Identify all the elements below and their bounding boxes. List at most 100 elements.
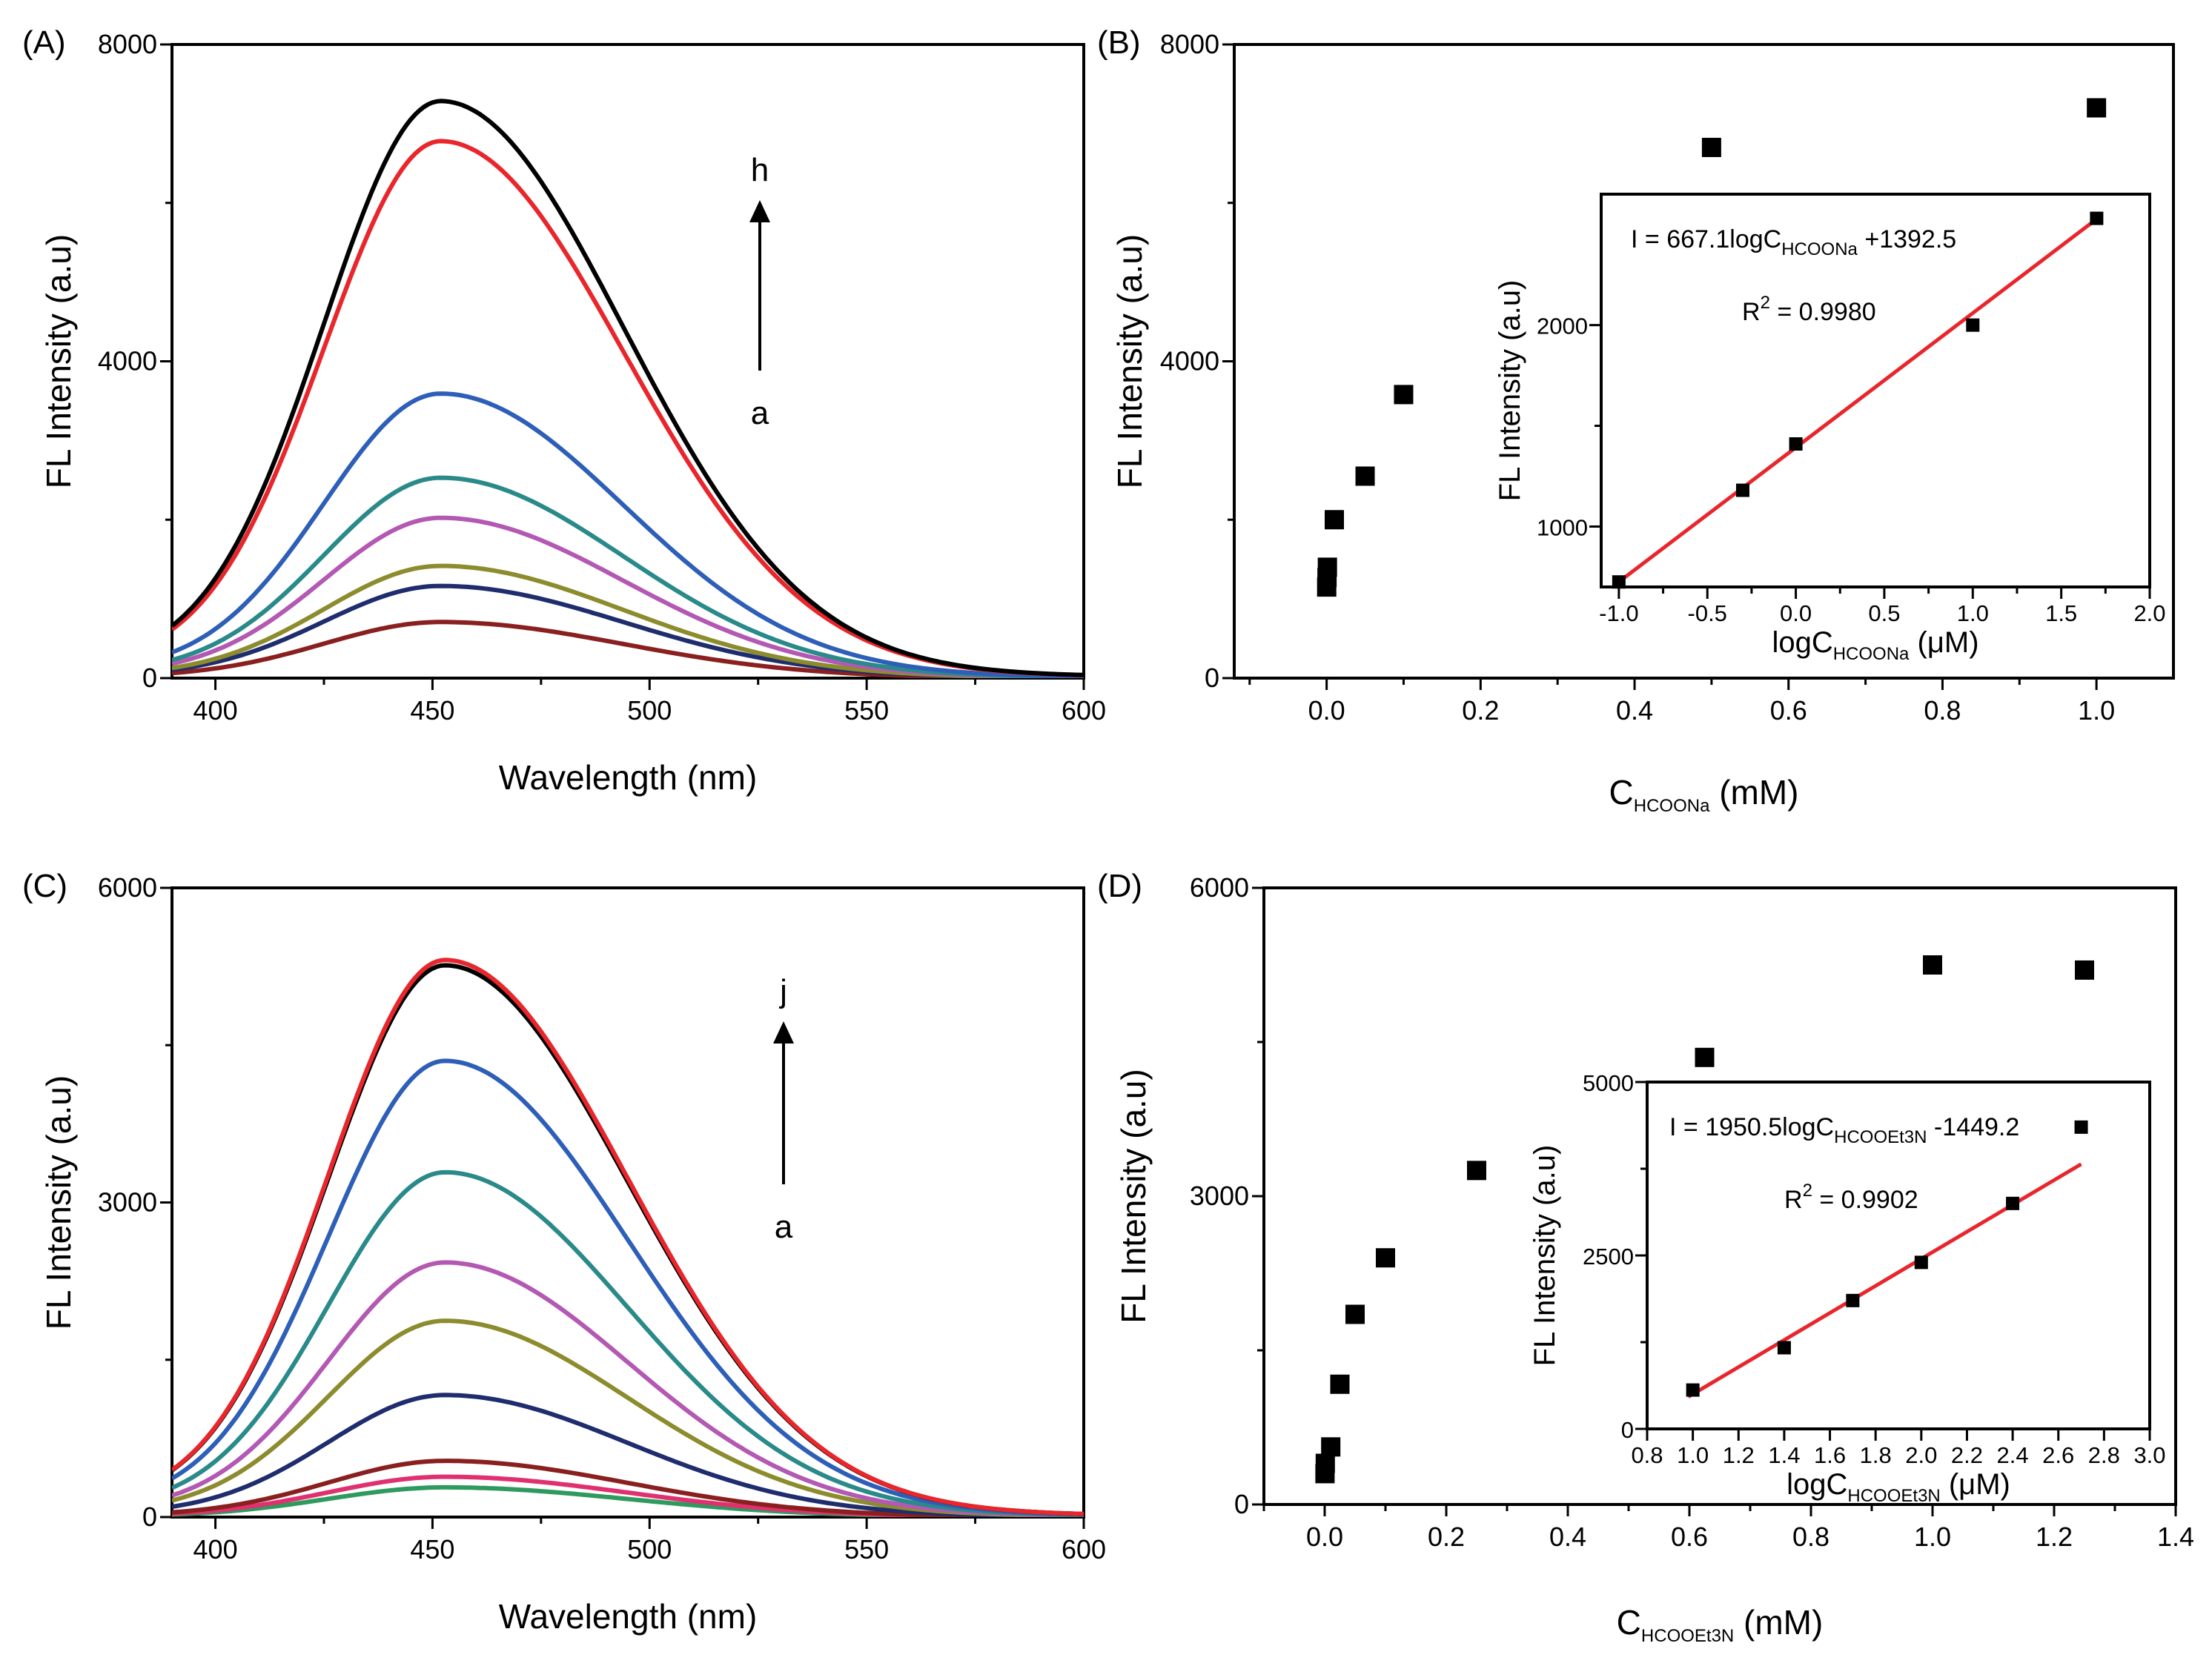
- inset-D-ytick-label: 0: [1621, 1417, 1634, 1443]
- inset-D-xtick-label: 2.6: [2042, 1442, 2074, 1468]
- r-squared-D-part: 2: [1803, 1181, 1812, 1201]
- inset-data-point: [2074, 1120, 2088, 1134]
- data-point: [1345, 1304, 1365, 1324]
- panel-D-xtick-label: 0.2: [1428, 1522, 1465, 1552]
- fit-equation-B-part: +1392.5: [1858, 225, 1956, 253]
- x-axis-label-B-part: C: [1609, 773, 1634, 812]
- inset-D-xtick-label: 2.0: [1905, 1442, 1937, 1468]
- panel-A-ytick-label: 4000: [98, 346, 157, 376]
- data-point: [1394, 385, 1414, 405]
- panel-C-xtick-label: 550: [844, 1534, 889, 1565]
- fit-equation-D-part: HCOOEt3N: [1834, 1127, 1927, 1147]
- curve-e: [172, 475, 1084, 678]
- inset-D-xtick-label: 1.2: [1723, 1442, 1755, 1468]
- x-axis-label-C: Wavelength (nm): [499, 1597, 758, 1636]
- inset-data-point: [1966, 318, 1980, 332]
- curve-h: [172, 99, 1084, 677]
- inset-data-point: [1789, 437, 1803, 451]
- inset-D-xtick-label: 2.2: [1951, 1442, 1983, 1468]
- r-squared-D-part: R: [1784, 1186, 1803, 1214]
- arrow-head-C: [773, 1021, 794, 1043]
- inset-data-point: [1735, 483, 1749, 497]
- panel-C-xtick-label: 600: [1062, 1534, 1106, 1565]
- data-point: [1467, 1161, 1486, 1181]
- curve-g: [172, 139, 1084, 678]
- panel-C-xtick-label: 400: [193, 1534, 238, 1565]
- r-squared-B-part: R: [1742, 298, 1761, 326]
- inset-D-xtick-label: 1.0: [1677, 1442, 1709, 1468]
- inset-data-point: [1686, 1383, 1700, 1397]
- panel-A-xtick-label: 450: [410, 695, 454, 726]
- inset-x-label-D-part: logC: [1787, 1468, 1847, 1501]
- inset-B-xtick-label: -1.0: [1599, 600, 1638, 626]
- panel-D-xtick-label: 1.0: [1914, 1522, 1951, 1552]
- inset-B-xtick-label: 1.0: [1957, 600, 1989, 626]
- panel-D-ytick-label: 0: [1234, 1489, 1249, 1519]
- fit-equation-B-part: I = 667.1logC: [1631, 225, 1781, 253]
- inset-frame-B: [1600, 193, 2151, 588]
- r-squared-D: R2 = 0.9902: [1784, 1181, 1918, 1214]
- r-squared-B-part: 2: [1761, 293, 1770, 313]
- data-point: [1376, 1248, 1395, 1268]
- fit-equation-D: I = 1950.5logCHCOOEt3N -1449.2: [1669, 1113, 2019, 1147]
- data-point: [1325, 510, 1345, 530]
- panel-D: 0.0 0.2 0.4 0.6 0.8 1.0 1.2 1.4030006000(D)CHCO…: [1097, 868, 2194, 1646]
- panel-D-ytick-label: 3000: [1190, 1181, 1249, 1211]
- r-squared-D-part: = 0.9902: [1812, 1186, 1918, 1214]
- x-axis-label-B: CHCOONa (mM): [1609, 773, 1799, 816]
- panel-A-ytick-label: 8000: [98, 29, 157, 59]
- panel-B-xtick-label: 1.0: [2078, 695, 2115, 726]
- data-point: [1330, 1374, 1350, 1394]
- panel-A-xtick-label: 600: [1062, 695, 1106, 726]
- inset-B-xtick-label: 1.5: [2045, 600, 2077, 626]
- inset-x-label-B-part: HCOONa: [1833, 644, 1910, 664]
- panel-B-ytick-label: 0: [1205, 663, 1219, 693]
- panel-B-ytick-label: 4000: [1160, 346, 1219, 376]
- panel-C-xtick-label: 450: [410, 1534, 454, 1565]
- arrow-top-label-A: h: [751, 152, 769, 188]
- inset-data-point: [1612, 575, 1626, 589]
- x-axis-label-D-part: C: [1617, 1603, 1641, 1642]
- panel-B-xtick-label: 0.6: [1770, 695, 1807, 726]
- inset-D-xtick-label: 2.4: [1997, 1442, 2029, 1468]
- inset-x-label-B-part: (μM): [1909, 626, 1978, 659]
- panel-C-xtick-label: 500: [627, 1534, 672, 1565]
- inset-D-xtick-label: 1.6: [1814, 1442, 1846, 1468]
- data-point: [2087, 98, 2107, 118]
- inset-x-label-B: logCHCOONa (μM): [1772, 626, 1978, 664]
- panel-C-curves: [172, 958, 1084, 1517]
- inset-B-ytick-label: 1000: [1537, 514, 1588, 540]
- r-squared-B: R2 = 0.9980: [1742, 293, 1876, 326]
- panel-C-ytick-label: 0: [142, 1502, 157, 1532]
- data-point: [1315, 1453, 1335, 1473]
- panel-C-ytick-label: 3000: [98, 1187, 157, 1218]
- panel-label-A: (A): [22, 24, 66, 61]
- fit-line-B: [1614, 217, 2098, 586]
- inset-B-xtick-label: -0.5: [1688, 600, 1727, 626]
- panel-B-ytick-label: 8000: [1160, 29, 1219, 59]
- curve-g: [172, 1169, 1084, 1517]
- data-point: [1355, 466, 1375, 486]
- data-point: [1923, 955, 1942, 975]
- curve-f: [172, 1260, 1084, 1517]
- curve-h: [172, 1058, 1084, 1517]
- y-axis-label-C: FL Intensity (a.u): [39, 1075, 78, 1330]
- inset-B-xtick-label: 2.0: [2133, 600, 2165, 626]
- inset-x-label-B-part: logC: [1772, 626, 1832, 659]
- fit-equation-B: I = 667.1logCHCOONa +1392.5: [1631, 225, 1956, 259]
- inset-B-xtick-label: 0.0: [1780, 600, 1812, 626]
- panel-B-xtick-label: 0.2: [1462, 695, 1499, 726]
- inset-x-label-D-part: HCOOEt3N: [1847, 1486, 1940, 1506]
- r-squared-B-part: = 0.9980: [1770, 298, 1876, 326]
- fit-equation-D-part: -1449.2: [1927, 1113, 2019, 1141]
- curve-j: [172, 958, 1084, 1516]
- y-axis-label-D: FL Intensity (a.u): [1114, 1069, 1153, 1323]
- y-axis-label-A: FL Intensity (a.u): [39, 234, 78, 488]
- panel-D-xtick-label: 1.4: [2157, 1522, 2194, 1552]
- inset-data-point: [1914, 1255, 1928, 1270]
- panel-C-ytick-label: 6000: [98, 872, 157, 903]
- inset-D-xtick-label: 2.8: [2088, 1442, 2120, 1468]
- panel-C-frame: [170, 886, 1085, 1519]
- inset-D-xtick-label: 1.4: [1768, 1442, 1800, 1468]
